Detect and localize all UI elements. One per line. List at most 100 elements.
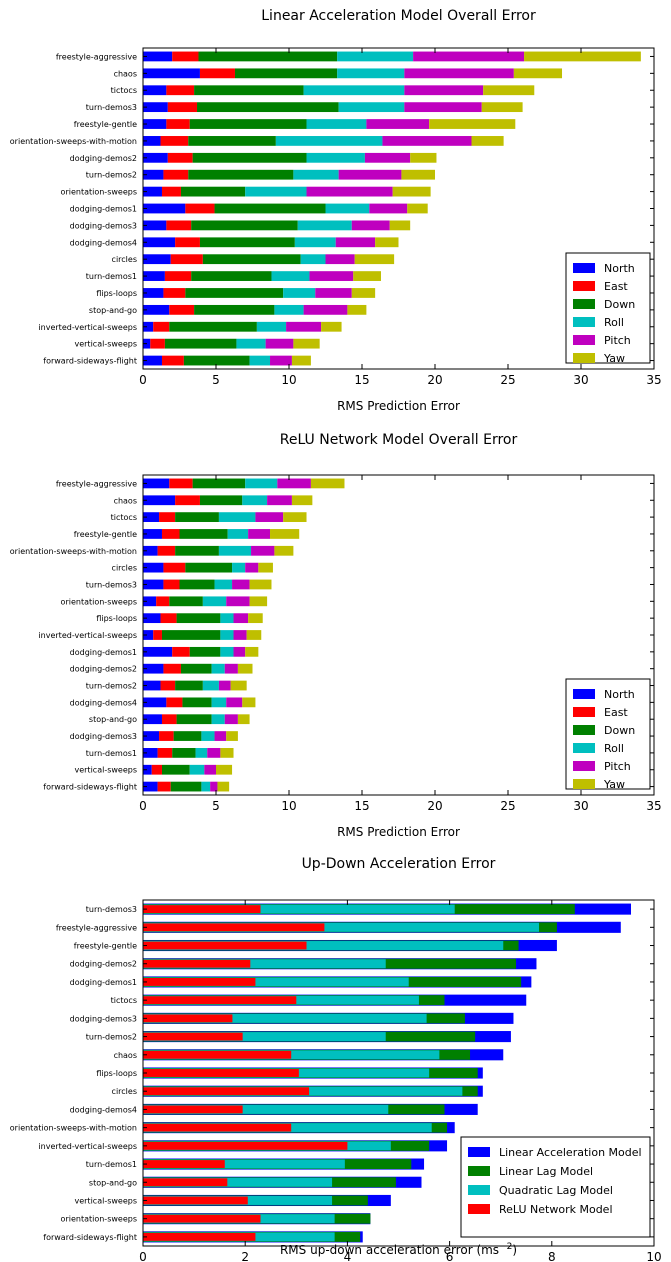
category-label-turn-demos2: turn-demos2 — [86, 171, 137, 180]
x-tick-label: 30 — [573, 799, 588, 813]
bar-east-dodging-demos4 — [175, 237, 200, 248]
category-label-orientation-sweeps-with-motion: orientation-sweeps-with-motion — [10, 547, 137, 556]
x-tick-label: 6 — [446, 1250, 454, 1262]
bar-pitch-circles — [245, 562, 259, 573]
bar-down-flips-loops — [176, 613, 221, 624]
bar-yaw-turn-demos3 — [249, 579, 272, 590]
bar-down-turn-demos2 — [188, 169, 294, 180]
bar-east-circles — [170, 254, 203, 265]
bar-east-dodging-demos1 — [185, 203, 215, 214]
bar-roll-tictocs — [218, 512, 256, 522]
bar-pitch-forward-sideways-flight — [210, 781, 218, 792]
bar-roll-freestyle-aggressive — [337, 51, 414, 62]
bar-yaw-chaos — [513, 68, 563, 79]
bar-roll-freestyle-gentle — [227, 529, 249, 539]
bar-yaw-orientation-sweeps — [392, 186, 431, 197]
x-axis-label-text: RMS Prediction Error — [337, 825, 460, 839]
category-label-dodging-demos4: dodging-demos4 — [70, 698, 137, 707]
category-label-dodging-demos4: dodging-demos4 — [70, 238, 137, 247]
bars — [143, 478, 345, 792]
category-label-orientation-sweeps: orientation-sweeps — [61, 188, 137, 197]
bar-down-turn-demos3 — [197, 102, 339, 113]
bar-quadratic-lag-model-dodging-demos2 — [143, 959, 386, 969]
bar-relu-network-model-dodging-demos4 — [143, 1105, 243, 1114]
bar-down-tictocs — [175, 512, 219, 522]
bar-north-tictocs — [143, 85, 167, 96]
legend-swatch-roll — [573, 317, 595, 327]
legend-label-linear-acceleration-model: Linear Acceleration Model — [499, 1146, 642, 1159]
bar-pitch-freestyle-gentle — [366, 119, 430, 129]
legend-label-relu-network-model: ReLU Network Model — [499, 1203, 613, 1216]
bar-roll-freestyle-aggressive — [245, 478, 278, 489]
category-label-turn-demos2: turn-demos2 — [86, 682, 137, 691]
bar-roll-stop-and-go — [211, 714, 225, 725]
bar-down-dodging-demos3 — [191, 220, 298, 231]
bar-pitch-dodging-demos4 — [226, 697, 243, 708]
bar-yaw-dodging-demos1 — [245, 646, 259, 657]
category-label-chaos: chaos — [114, 1051, 137, 1060]
bar-north-dodging-demos4 — [143, 237, 176, 248]
bar-relu-network-model-tictocs — [143, 996, 297, 1005]
bar-yaw-freestyle-gentle — [270, 529, 300, 539]
x-axis-label-text: RMS up-down acceleration error (ms — [280, 1243, 499, 1257]
bar-quadratic-lag-model-turn-demos1 — [143, 1159, 345, 1169]
bar-down-orientation-sweeps-with-motion — [188, 136, 276, 146]
x-tick-label: 2 — [241, 1250, 249, 1262]
bar-north-dodging-demos3 — [143, 731, 160, 741]
legend-label-east: East — [604, 280, 628, 293]
legend-label-roll: Roll — [604, 316, 624, 329]
bar-north-freestyle-aggressive — [143, 51, 173, 62]
x-axis-label-end: ) — [512, 1243, 517, 1257]
bar-yaw-turn-demos2 — [401, 169, 435, 180]
legend-label-east: East — [604, 706, 628, 719]
bar-north-turn-demos1 — [143, 748, 158, 758]
bar-east-freestyle-aggressive — [172, 51, 199, 62]
category-label-turn-demos1: turn-demos1 — [86, 749, 137, 758]
bar-down-stop-and-go — [176, 714, 212, 725]
category-label-dodging-demos2: dodging-demos2 — [70, 154, 137, 163]
bar-relu-network-model-freestyle-aggressive — [143, 923, 325, 932]
category-label-turn-demos2: turn-demos2 — [86, 1033, 137, 1042]
bar-east-vertical-sweeps — [150, 338, 165, 349]
x-tick-label: 15 — [354, 373, 369, 387]
bar-pitch-tictocs — [404, 85, 484, 96]
bar-north-orientation-sweeps — [143, 596, 157, 607]
bar-yaw-dodging-demos3 — [389, 220, 411, 231]
bar-yaw-dodging-demos2 — [410, 152, 437, 163]
bar-pitch-chaos — [267, 495, 292, 506]
bar-roll-turn-demos2 — [293, 169, 339, 180]
category-label-chaos: chaos — [114, 496, 137, 505]
bar-yaw-circles — [354, 254, 395, 265]
bar-relu-network-model-orientation-sweeps-with-motion — [143, 1123, 292, 1132]
bar-down-tictocs — [194, 85, 304, 96]
chart-3: Up-Down Acceleration Error turn-demos3 fre… — [10, 856, 662, 1262]
bar-north-dodging-demos2 — [143, 663, 164, 674]
bar-down-freestyle-aggressive — [198, 51, 338, 62]
x-tick-label: 8 — [548, 1250, 556, 1262]
bar-north-orientation-sweeps — [143, 186, 162, 197]
category-label-vertical-sweeps: vertical-sweeps — [74, 340, 137, 349]
bar-roll-vertical-sweeps — [189, 764, 205, 775]
bar-pitch-vertical-sweeps — [204, 764, 216, 775]
bar-pitch-turn-demos1 — [207, 748, 221, 758]
bar-quadratic-lag-model-dodging-demos4 — [143, 1104, 389, 1114]
bar-east-chaos — [199, 68, 235, 79]
bar-east-circles — [163, 562, 186, 573]
bar-down-turn-demos1 — [191, 271, 272, 281]
bar-yaw-vertical-sweeps — [293, 338, 320, 349]
category-label-freestyle-aggressive: freestyle-aggressive — [56, 923, 137, 932]
bar-relu-network-model-freestyle-gentle — [143, 941, 307, 950]
bar-north-circles — [143, 562, 164, 573]
bar-east-turn-demos3 — [167, 102, 198, 113]
bar-roll-dodging-demos1 — [325, 203, 370, 214]
bar-north-forward-sideways-flight — [143, 355, 162, 366]
legend: North East Down Roll Pitch Yaw — [565, 252, 651, 365]
bar-quadratic-lag-model-turn-demos2 — [143, 1032, 386, 1042]
bar-relu-network-model-turn-demos3 — [143, 905, 261, 914]
bar-down-inverted-vertical-sweeps — [161, 630, 221, 640]
bar-east-dodging-demos4 — [166, 697, 183, 708]
bar-roll-dodging-demos2 — [306, 152, 365, 163]
bar-roll-orientation-sweeps — [245, 186, 307, 197]
bar-pitch-turn-demos1 — [309, 271, 354, 281]
